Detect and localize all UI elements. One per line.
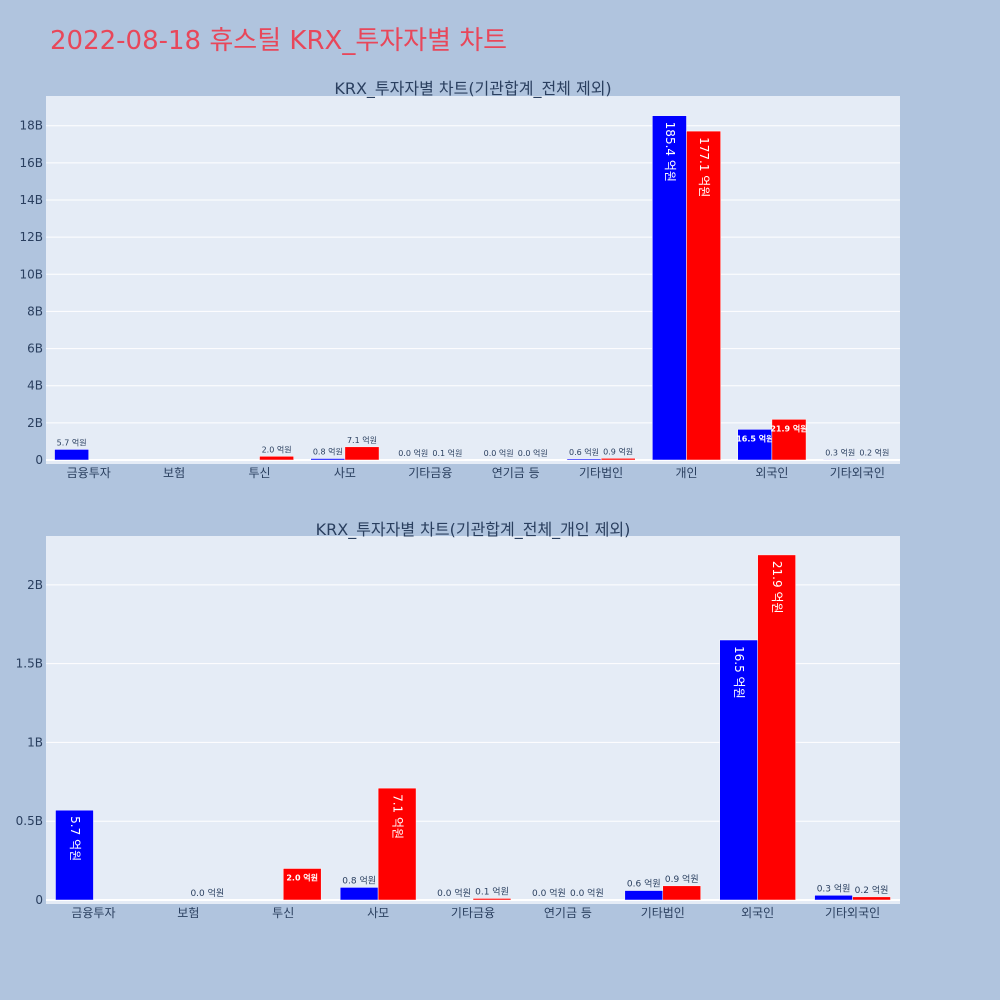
bar: [652, 115, 687, 461]
y-tick-label: 0: [35, 453, 43, 467]
y-tick-label: 0: [35, 893, 43, 907]
bar-data-label: 2.0 억원: [286, 872, 318, 882]
y-tick-label: 1.5B: [16, 657, 43, 671]
y-tick-label: 0.5B: [16, 814, 43, 828]
bar: [339, 887, 379, 901]
bar: [852, 896, 891, 901]
bar: [814, 895, 853, 901]
bar: [822, 459, 858, 461]
bar-data-label: 0.3 억원: [825, 447, 855, 457]
y-tick-label: 2B: [27, 416, 43, 430]
x-tick-label: 기타법인: [579, 466, 623, 480]
bar: [344, 446, 380, 461]
x-tick-label: 연기금 등: [544, 906, 592, 920]
bar-data-label: 0.1 억원: [432, 448, 462, 458]
x-tick-label: 기타외국인: [830, 466, 885, 480]
page-title: 2022-08-18 휴스틸 KRX_투자자별 차트: [50, 26, 507, 56]
bar-data-label: 0.6 억원: [627, 878, 661, 890]
bar: [54, 449, 89, 461]
bar: [737, 429, 773, 461]
bar-data-label: 21.9 억원: [770, 423, 807, 433]
bar: [600, 458, 636, 461]
chart-title: KRX_투자자별 차트(기관합계_전체_개인 제외): [316, 520, 631, 540]
bar-data-label: 0.0 억원: [570, 887, 604, 899]
bar-data-label: 0.0 억원: [190, 887, 224, 899]
bar: [624, 890, 664, 901]
bar: [259, 456, 294, 461]
y-tick-label: 18B: [19, 119, 43, 133]
bar-data-label: 0.2 억원: [855, 884, 889, 896]
bar-chart-2: KRX_투자자별 차트(기관합계_전체_개인 제외) 0 0.5B 1B 1.5B 2B 금…: [16, 520, 900, 920]
bar-data-label: 0.0 억원: [518, 448, 548, 458]
bar: [282, 868, 322, 901]
x-tick-label: 외국인: [741, 906, 774, 920]
bar-data-label: 0.9 억원: [603, 446, 633, 456]
x-tick-label: 기타외국인: [825, 906, 880, 920]
bar-data-label: 7.1 억원: [391, 794, 405, 839]
bar: [566, 458, 602, 461]
y-tick-label: 2B: [27, 578, 43, 592]
bar: [310, 458, 346, 461]
x-tick-label: 보험: [177, 906, 199, 920]
x-tick-label: 기타법인: [641, 906, 685, 920]
plot-area: [46, 96, 900, 464]
bar-chart-1: KRX_투자자별 차트(기관합계_전체 제외) 0 2B 4B 6B 8B 10B 12B 14…: [19, 79, 900, 480]
chart-title: KRX_투자자별 차트(기관합계_전체 제외): [334, 79, 611, 99]
bar-data-label: 0.8 억원: [342, 874, 376, 886]
x-tick-label: 금융투자: [67, 466, 111, 480]
bar: [377, 787, 417, 901]
x-tick-label: 금융투자: [71, 906, 115, 920]
x-tick-label: 투신: [248, 466, 270, 480]
bar-data-label: 185.4 억원: [663, 122, 677, 182]
bar-data-label: 21.9 억원: [770, 561, 784, 614]
y-tick-label: 16B: [19, 156, 43, 170]
bar-data-label: 0.1 억원: [475, 885, 509, 897]
bar-data-label: 0.8 억원: [313, 447, 343, 457]
bar: [662, 885, 701, 901]
x-tick-label: 사모: [334, 466, 356, 480]
y-tick-label: 8B: [27, 304, 43, 318]
y-tick-label: 14B: [19, 193, 43, 207]
bar: [771, 419, 807, 461]
bar-data-label: 0.0 억원: [398, 448, 428, 458]
bar-data-label: 177.1 억원: [697, 137, 711, 197]
bar: [757, 554, 796, 901]
y-tick-label: 10B: [19, 267, 43, 281]
y-tick-label: 6B: [27, 342, 43, 356]
bar-data-label: 7.1 억원: [347, 435, 377, 445]
x-tick-label: 사모: [367, 906, 389, 920]
bar-data-label: 5.7 억원: [57, 437, 87, 447]
bar-data-label: 0.3 억원: [817, 882, 851, 894]
bar-data-label: 0.6 억원: [569, 447, 599, 457]
bar-data-label: 16.5 억원: [732, 646, 746, 699]
x-tick-label: 보험: [163, 466, 185, 480]
bar-data-label: 0.0 억원: [484, 448, 514, 458]
y-tick-label: 12B: [19, 230, 43, 244]
bar: [472, 898, 512, 901]
bar-data-label: 0.2 억원: [859, 448, 889, 458]
x-tick-label: 투신: [272, 906, 294, 920]
x-tick-label: 외국인: [755, 466, 788, 480]
bar-data-label: 16.5 억원: [736, 433, 773, 443]
bar-data-label: 0.0 억원: [437, 887, 471, 899]
bar-data-label: 2.0 억원: [262, 444, 292, 454]
bar: [719, 639, 758, 901]
bar: [686, 130, 721, 461]
bar: [55, 809, 94, 901]
bar-data-label: 5.7 억원: [68, 816, 82, 861]
x-tick-label: 개인: [675, 466, 697, 480]
y-tick-label: 1B: [27, 735, 43, 749]
x-tick-label: 기타금융: [451, 906, 495, 920]
x-tick-label: 연기금 등: [492, 466, 540, 480]
y-tick-label: 4B: [27, 379, 43, 393]
bar-data-label: 0.0 억원: [532, 887, 566, 899]
x-tick-label: 기타금융: [408, 466, 452, 480]
bar-data-label: 0.9 억원: [665, 873, 699, 885]
